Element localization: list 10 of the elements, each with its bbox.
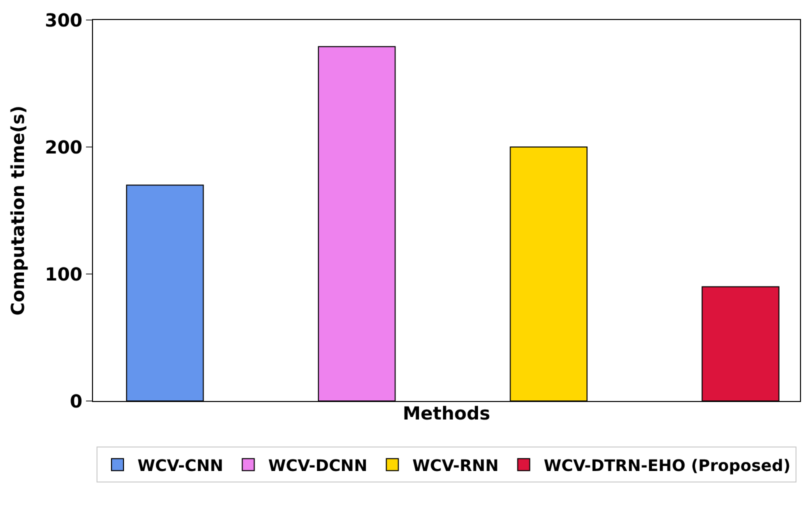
legend-label: WCV-RNN — [412, 456, 499, 475]
y-tick-label: 0 — [70, 391, 82, 412]
y-tick-label: 200 — [44, 137, 82, 158]
legend-label: WCV-DCNN — [268, 456, 368, 475]
legend-label: WCV-DTRN-EHO (Proposed) — [544, 456, 790, 475]
x-axis-title: Methods — [402, 403, 490, 424]
legend-label: WCV-CNN — [138, 456, 224, 475]
y-axis-title: Computation time(s) — [8, 106, 30, 316]
y-tick-label: 100 — [44, 264, 82, 286]
y-tick-label: 300 — [44, 10, 82, 32]
